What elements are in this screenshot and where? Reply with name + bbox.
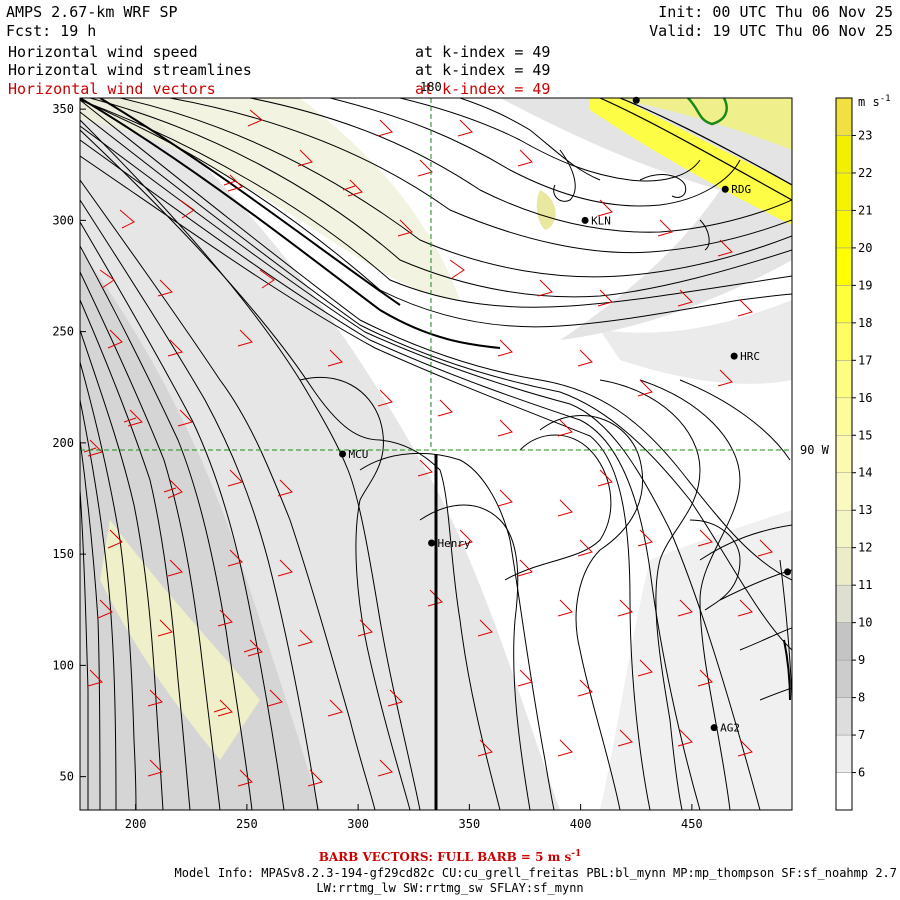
plot-frame bbox=[79, 97, 793, 811]
station-label: MCU bbox=[349, 448, 369, 461]
colorbar-bin bbox=[835, 584, 853, 623]
colorbar-bin bbox=[835, 659, 853, 698]
colorbar-level-label: 14 bbox=[858, 466, 872, 480]
colorbar-bin bbox=[835, 135, 853, 174]
colorbar-level-label: 7 bbox=[858, 728, 865, 742]
colorbar-frame bbox=[835, 97, 853, 811]
colorbar: 6 7 8 9 10 11 12 13 14 15 16 17 18 19 20 21 22 23 bbox=[835, 97, 872, 811]
field-name-3: Horizontal wind vectors bbox=[8, 80, 216, 98]
x-tick-label: 250 bbox=[236, 817, 258, 831]
y-tick-label: 100 bbox=[52, 658, 74, 672]
field-level-2: at k-index = 49 bbox=[415, 61, 550, 79]
colorbar-bin bbox=[835, 247, 853, 286]
x-tick-label: 450 bbox=[681, 817, 703, 831]
station-label: RDG bbox=[731, 183, 751, 196]
y-tick-label: 350 bbox=[52, 102, 74, 116]
colorbar-bin bbox=[835, 547, 853, 586]
colorbar-level-label: 16 bbox=[858, 391, 872, 405]
station-marker bbox=[428, 539, 436, 547]
colorbar-level-label: 9 bbox=[858, 653, 865, 667]
station-marker bbox=[710, 724, 718, 732]
model-info-line-2: LW:rrtmg_lw SW:rrtmg_sw SFLAY:sf_mynn bbox=[316, 881, 583, 895]
stations: MCU KLN RDG HRC Henry AG2 bbox=[339, 96, 792, 735]
x-tick-label: 350 bbox=[459, 817, 481, 831]
y-tick-label: 250 bbox=[52, 325, 74, 339]
colorbar-level-label: 15 bbox=[858, 428, 872, 442]
station-label: HRC bbox=[740, 350, 760, 363]
colorbar-bin bbox=[835, 622, 853, 661]
parallel-label: 90 W bbox=[800, 443, 830, 457]
colorbar-level-label: 18 bbox=[858, 316, 872, 330]
station-label: Henry bbox=[438, 537, 471, 550]
y-tick-label: 50 bbox=[60, 770, 74, 784]
station-marker bbox=[730, 352, 738, 360]
field-name-1: Horizontal wind speed bbox=[8, 43, 198, 61]
colorbar-bin bbox=[835, 172, 853, 211]
x-axis-ticks: 200 250 300 350 400 450 bbox=[125, 804, 703, 831]
colorbar-level-label: 20 bbox=[858, 241, 872, 255]
colorbar-level-label: 8 bbox=[858, 691, 865, 705]
barb-vectors-note: BARB VECTORS: FULL BARB = 5 m s-1 bbox=[319, 849, 582, 864]
x-tick-label: 200 bbox=[125, 817, 147, 831]
x-tick-label: 400 bbox=[570, 817, 592, 831]
wind-barbs bbox=[83, 109, 773, 787]
colorbar-level-label: 12 bbox=[858, 541, 872, 555]
colorbar-bin bbox=[835, 360, 853, 399]
colorbar-bin bbox=[835, 472, 853, 511]
y-tick-label: 300 bbox=[52, 213, 74, 227]
streamlines bbox=[80, 98, 792, 810]
station-marker bbox=[784, 568, 792, 576]
init-time: Init: 00 UTC Thu 06 Nov 25 bbox=[658, 3, 893, 21]
colorbar-bin bbox=[835, 435, 853, 473]
station-marker bbox=[721, 185, 729, 193]
colorbar-bin bbox=[835, 734, 853, 773]
colorbar-level-label: 22 bbox=[858, 166, 872, 180]
colorbar-unit: m s-1 bbox=[858, 94, 891, 109]
field-level-3: at k-index = 49 bbox=[415, 80, 550, 98]
station-label: KLN bbox=[591, 214, 611, 227]
colorbar-bin bbox=[835, 210, 853, 249]
station-marker bbox=[581, 216, 589, 224]
model-info-line-1: Model Info: MPASv8.2.3-194-gf29cd82c CU:… bbox=[175, 866, 897, 880]
colorbar-level-label: 19 bbox=[858, 278, 872, 292]
colorbar-level-label: 6 bbox=[858, 766, 865, 780]
colorbar-level-label: 23 bbox=[858, 128, 872, 142]
model-title: AMPS 2.67-km WRF SP bbox=[6, 3, 178, 21]
x-tick-label: 300 bbox=[347, 817, 369, 831]
meridian-label: 180 bbox=[420, 80, 442, 94]
valid-time: Valid: 19 UTC Thu 06 Nov 25 bbox=[649, 22, 893, 40]
colorbar-bin bbox=[835, 772, 853, 811]
colorbar-bin bbox=[835, 285, 853, 324]
colorbar-bin bbox=[835, 397, 853, 436]
colorbar-bin bbox=[835, 97, 853, 136]
y-tick-label: 200 bbox=[52, 436, 74, 450]
coastline bbox=[687, 98, 728, 126]
wind-speed-shading bbox=[80, 98, 792, 810]
colorbar-level-label: 13 bbox=[858, 503, 872, 517]
colorbar-level-label: 11 bbox=[858, 578, 872, 592]
field-name-2: Horizontal wind streamlines bbox=[8, 61, 252, 79]
colorbar-level-label: 10 bbox=[858, 616, 872, 630]
y-tick-label: 150 bbox=[52, 547, 74, 561]
colorbar-level-label: 17 bbox=[858, 353, 872, 367]
field-level-1: at k-index = 49 bbox=[415, 43, 550, 61]
colorbar-bin bbox=[835, 322, 853, 361]
colorbar-bin bbox=[835, 697, 853, 736]
colorbar-bin bbox=[835, 509, 853, 548]
map-plot: 180 90 W MCU KLN RDG HRC Henry AG2 200 250 300 3… bbox=[52, 80, 829, 831]
y-axis-ticks: 50 100 150 200 250 300 350 bbox=[52, 102, 86, 784]
station-label: AG2 bbox=[720, 722, 740, 735]
colorbar-level-label: 21 bbox=[858, 203, 872, 217]
station-marker bbox=[339, 450, 347, 458]
forecast-hour: Fcst: 19 h bbox=[6, 22, 96, 40]
